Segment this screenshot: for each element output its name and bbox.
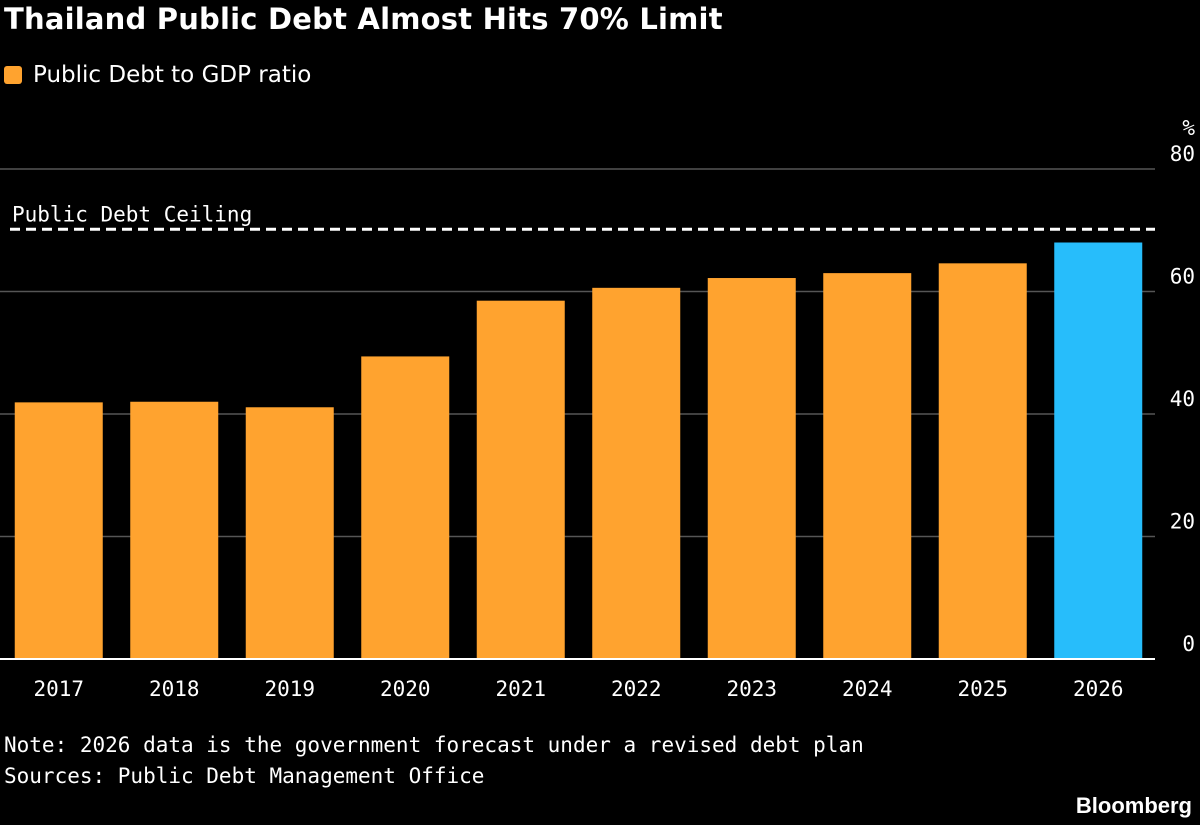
y-tick-label: 0 <box>1182 632 1195 656</box>
bar-2024 <box>823 273 912 659</box>
legend: Public Debt to GDP ratio <box>4 60 311 90</box>
x-tick-label: 2021 <box>495 677 546 701</box>
x-tick-label: 2018 <box>149 677 200 701</box>
x-tick-label: 2025 <box>957 677 1008 701</box>
y-axis-unit: % <box>1182 116 1195 140</box>
x-tick-label: 2022 <box>611 677 662 701</box>
y-tick-label: 60 <box>1170 265 1195 289</box>
bar-2019 <box>245 407 334 659</box>
chart-title: Thailand Public Debt Almost Hits 70% Lim… <box>4 2 723 36</box>
bar-2020 <box>361 356 450 659</box>
bar-2021 <box>476 300 565 659</box>
x-tick-label: 2017 <box>33 677 84 701</box>
x-tick-label: 2023 <box>726 677 777 701</box>
bar-2026 <box>1054 242 1143 659</box>
y-tick-label: 20 <box>1170 510 1195 534</box>
ceiling-reference: Public Debt Ceiling <box>10 202 1155 231</box>
bloomberg-logo: Bloomberg <box>1075 793 1192 818</box>
bar-2017 <box>14 402 103 659</box>
x-tick-label: 2024 <box>842 677 893 701</box>
x-tick-label: 2019 <box>264 677 315 701</box>
bar-2022 <box>592 287 681 659</box>
legend-swatch <box>4 66 22 84</box>
bar-2023 <box>707 278 796 659</box>
y-tick-label: 40 <box>1170 387 1195 411</box>
chart-sources: Sources: Public Debt Management Office <box>4 764 485 788</box>
axes: % <box>0 116 1195 660</box>
x-tick-label: 2026 <box>1073 677 1124 701</box>
chart-note: Note: 2026 data is the government foreca… <box>4 733 864 757</box>
ceiling-label: Public Debt Ceiling <box>12 202 252 226</box>
legend-label: Public Debt to GDP ratio <box>33 62 312 88</box>
bar-2025 <box>938 263 1027 659</box>
y-tick-label: 80 <box>1170 142 1195 166</box>
x-tick-label: 2020 <box>380 677 431 701</box>
bar-2018 <box>130 401 219 659</box>
bars: 2017 2018 2019 2020 2021 2022 2023 2024 2025 2026 <box>14 242 1143 701</box>
